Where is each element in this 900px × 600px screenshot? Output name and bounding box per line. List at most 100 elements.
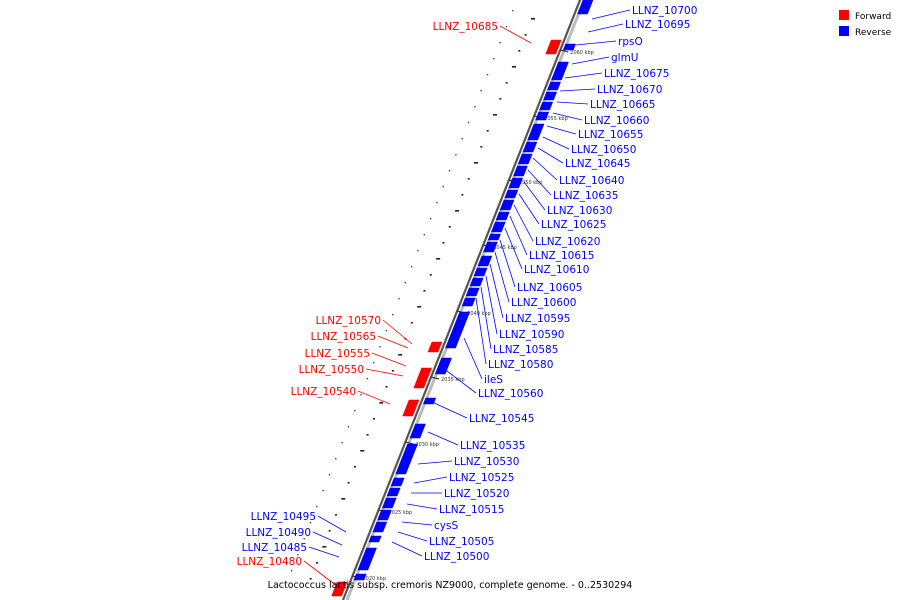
legend-reverse-label: Reverse — [855, 28, 892, 38]
gene-label-llnz-10485[interactable]: LLNZ_10485 — [242, 542, 307, 554]
forward-gene-block — [427, 341, 443, 353]
gene-label-glmu[interactable]: glmU — [611, 52, 639, 64]
gene-label-llnz-10595[interactable]: LLNZ_10595 — [505, 313, 570, 325]
reverse-gene-block — [409, 423, 426, 439]
tick-label: 2040 kbp — [467, 311, 491, 317]
gene-label-llnz-10550[interactable]: LLNZ_10550 — [299, 364, 364, 376]
tick-label: 2020 kbp — [362, 576, 386, 582]
gc-dot — [404, 282, 407, 284]
reverse-gene-block — [395, 443, 418, 475]
gc-dot — [328, 530, 331, 532]
reverse-gene-block — [483, 241, 498, 253]
gc-dot — [455, 154, 457, 156]
gene-label-llnz-10660[interactable]: LLNZ_10660 — [584, 115, 649, 127]
leader-line-llnz-10530 — [417, 460, 453, 465]
gene-label-llnz-10685[interactable]: LLNZ_10685 — [433, 21, 498, 33]
leader-line-llnz-10650 — [542, 136, 570, 150]
gc-dot — [328, 474, 331, 476]
gc-dot — [360, 450, 365, 452]
gc-dot — [322, 546, 327, 548]
gene-label-llnz-10505[interactable]: LLNZ_10505 — [429, 536, 494, 548]
reverse-gene-block — [465, 287, 480, 297]
gene-label-llnz-10600[interactable]: LLNZ_10600 — [511, 297, 576, 309]
gene-label-llnz-10610[interactable]: LLNZ_10610 — [524, 264, 589, 276]
gene-label-llnz-10620[interactable]: LLNZ_10620 — [535, 236, 600, 248]
gene-label-iles[interactable]: ileS — [484, 374, 503, 386]
gene-label-llnz-10625[interactable]: LLNZ_10625 — [541, 219, 606, 231]
gene-label-llnz-10700[interactable]: LLNZ_10700 — [632, 5, 697, 17]
gene-label-llnz-10580[interactable]: LLNZ_10580 — [488, 359, 553, 371]
gene-label-llnz-10490[interactable]: LLNZ_10490 — [246, 527, 311, 539]
gene-label-rpso[interactable]: rpsO — [618, 36, 643, 48]
gene-label-llnz-10590[interactable]: LLNZ_10590 — [499, 329, 564, 341]
leader-line-llnz-10615 — [509, 215, 528, 256]
gc-dot — [518, 50, 521, 52]
leader-line-llnz-10535 — [427, 431, 459, 446]
gene-label-llnz-10585[interactable]: LLNZ_10585 — [493, 344, 558, 356]
gene-label-llnz-10500[interactable]: LLNZ_10500 — [424, 551, 489, 563]
gene-label-llnz-10655[interactable]: LLNZ_10655 — [578, 129, 643, 141]
gene-label-llnz-10535[interactable]: LLNZ_10535 — [460, 440, 525, 452]
leader-line-llnz-10545 — [431, 401, 468, 419]
gc-dot — [316, 506, 318, 508]
reverse-gene-block — [487, 233, 501, 241]
gene-label-llnz-10540[interactable]: LLNZ_10540 — [291, 386, 356, 398]
leader-line-llnz-10670 — [559, 88, 596, 92]
reverse-gene-block — [372, 521, 388, 533]
gc-dot — [385, 330, 388, 332]
gc-dot — [442, 186, 444, 188]
gene-label-llnz-10645[interactable]: LLNZ_10645 — [565, 158, 630, 170]
gene-label-llnz-10525[interactable]: LLNZ_10525 — [449, 472, 514, 484]
gene-label-cyss[interactable]: cysS — [434, 520, 458, 532]
gene-label-llnz-10640[interactable]: LLNZ_10640 — [559, 175, 624, 187]
gene-label-llnz-10565[interactable]: LLNZ_10565 — [311, 331, 376, 343]
forward-gene-block — [331, 581, 348, 597]
gene-label-llnz-10570[interactable]: LLNZ_10570 — [316, 315, 381, 327]
gene-label-llnz-10495[interactable]: LLNZ_10495 — [251, 511, 316, 523]
gene-label-llnz-10555[interactable]: LLNZ_10555 — [305, 348, 370, 360]
gene-label-llnz-10630[interactable]: LLNZ_10630 — [547, 205, 612, 217]
reverse-gene-block — [357, 547, 377, 571]
gene-label-llnz-10670[interactable]: LLNZ_10670 — [597, 84, 662, 96]
gene-label-llnz-10665[interactable]: LLNZ_10665 — [590, 99, 655, 111]
reverse-gene-block — [477, 255, 493, 267]
leader-line-llnz-10660 — [552, 112, 583, 121]
reverse-gene-block — [377, 509, 392, 521]
leader-line-glmu — [571, 56, 610, 65]
gc-dot — [410, 266, 413, 268]
reverse-gene-block — [386, 487, 401, 497]
gene-label-llnz-10695[interactable]: LLNZ_10695 — [625, 19, 690, 31]
gc-dot — [366, 434, 369, 436]
gc-dot — [372, 418, 375, 420]
leader-line-llnz-10605 — [499, 239, 516, 288]
leader-line-llnz-10655 — [546, 125, 577, 135]
gene-label-llnz-10675[interactable]: LLNZ_10675 — [604, 68, 669, 80]
gene-label-llnz-10480[interactable]: LLNZ_10480 — [237, 556, 302, 568]
leader-line-llnz-10560 — [442, 367, 477, 394]
reverse-gene-block — [461, 297, 476, 307]
gene-label-llnz-10605[interactable]: LLNZ_10605 — [517, 282, 582, 294]
gene-label-llnz-10635[interactable]: LLNZ_10635 — [553, 190, 618, 202]
gc-dot — [499, 98, 502, 100]
gene-label-llnz-10545[interactable]: LLNZ_10545 — [469, 413, 534, 425]
gene-features — [331, 0, 594, 597]
leader-line-llnz-10555 — [371, 352, 407, 367]
gene-label-llnz-10530[interactable]: LLNZ_10530 — [454, 456, 519, 468]
scale-ticks: 2060 kbp 2055 kbp 2050 kbp 2045 kbp 2040 kbp… — [352, 49, 594, 582]
gene-label-llnz-10615[interactable]: LLNZ_10615 — [529, 250, 594, 262]
leader-line-llnz-10540 — [357, 390, 391, 405]
legend-forward-swatch — [839, 10, 849, 20]
reverse-gene-block — [527, 123, 545, 141]
gc-dot — [499, 42, 501, 44]
gc-dot — [423, 290, 426, 292]
reverse-gene-block — [504, 189, 519, 199]
leader-line-llnz-10515 — [406, 503, 438, 510]
gc-dot — [492, 114, 497, 116]
gene-label-llnz-10650[interactable]: LLNZ_10650 — [571, 144, 636, 156]
reverse-gene-block — [353, 573, 367, 581]
reverse-gene-block — [543, 91, 558, 101]
gene-label-llnz-10520[interactable]: LLNZ_10520 — [444, 488, 509, 500]
gc-dot — [524, 34, 527, 36]
gene-label-llnz-10560[interactable]: LLNZ_10560 — [478, 388, 543, 400]
gene-label-llnz-10515[interactable]: LLNZ_10515 — [439, 504, 504, 516]
